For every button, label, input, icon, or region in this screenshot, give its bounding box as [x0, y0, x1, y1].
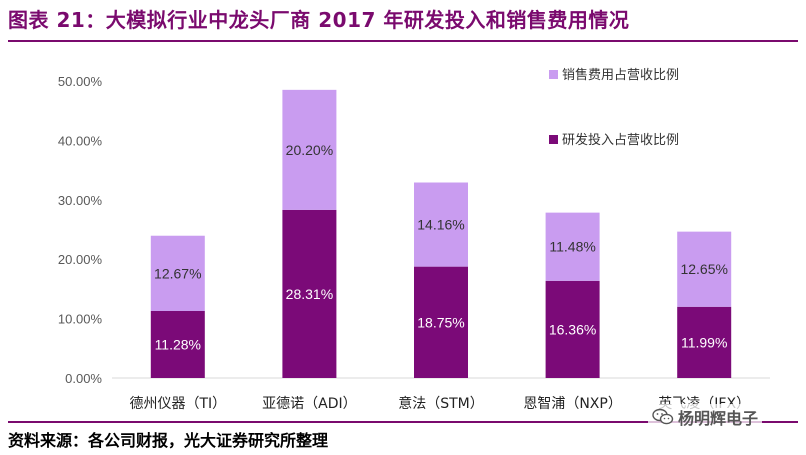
- legend-label: 研发投入占营收比例: [562, 132, 679, 148]
- title-divider: [8, 40, 798, 42]
- bar-segment: [282, 89, 337, 210]
- source-note: 资料来源：各公司财报，光大证券研究所整理: [8, 431, 329, 450]
- wechat-icon: [652, 408, 674, 425]
- bar-segment: [414, 266, 468, 378]
- stacked-bar-chart: 0.00% 10.00% 20.00% 30.00% 40.00% 50.00% 11.2…: [58, 67, 770, 412]
- bar-segment: [545, 280, 600, 378]
- data-label: 11.28%: [155, 336, 201, 352]
- bar-segment: [150, 235, 205, 311]
- data-label: 20.20%: [286, 142, 333, 158]
- data-label: 18.75%: [417, 314, 464, 330]
- watermark-text: 杨明辉电子: [678, 409, 759, 428]
- page-title: 图表 21：大模拟行业中龙头厂商 2017 年研发投入和销售费用情况: [8, 8, 630, 32]
- legend-label: 销售费用占营收比例: [562, 67, 679, 83]
- legend-swatch: [549, 135, 558, 144]
- data-label: 11.48%: [549, 239, 595, 255]
- data-label: 12.65%: [680, 261, 727, 277]
- y-tick-label: 50.00%: [58, 74, 103, 89]
- y-tick-label: 0.00%: [65, 371, 102, 386]
- bar-segment: [677, 231, 732, 307]
- watermark: 杨明辉电子: [648, 404, 763, 430]
- footer-divider: [8, 421, 798, 423]
- category-label: 恩智浦（NXP）: [523, 396, 622, 412]
- y-tick-label: 30.00%: [58, 193, 103, 208]
- data-label: 16.36%: [549, 321, 596, 337]
- bar-segment: [150, 310, 205, 378]
- bar-segment: [414, 182, 468, 267]
- bar-segment: [677, 306, 732, 378]
- legend-swatch: [549, 70, 558, 79]
- category-label: 德州仪器（TI）: [129, 396, 226, 412]
- y-tick-label: 40.00%: [58, 133, 103, 148]
- y-tick-label: 10.00%: [58, 312, 103, 327]
- data-label: 12.67%: [154, 265, 201, 281]
- bar-segment: [545, 212, 600, 281]
- data-label: 11.99%: [681, 334, 727, 350]
- data-label: 28.31%: [286, 286, 333, 302]
- y-tick-label: 20.00%: [58, 252, 103, 267]
- bars: 11.28% 12.67% 28.31% 20.20% 18.75% 14.16% 16.3…: [150, 89, 732, 378]
- data-label: 14.16%: [417, 217, 464, 233]
- bar-segment: [282, 209, 337, 378]
- category-label: 意法（STM）: [398, 395, 484, 412]
- category-label: 亚德诺（ADI）: [262, 396, 357, 412]
- y-axis: 0.00% 10.00% 20.00% 30.00% 40.00% 50.00%: [58, 74, 103, 386]
